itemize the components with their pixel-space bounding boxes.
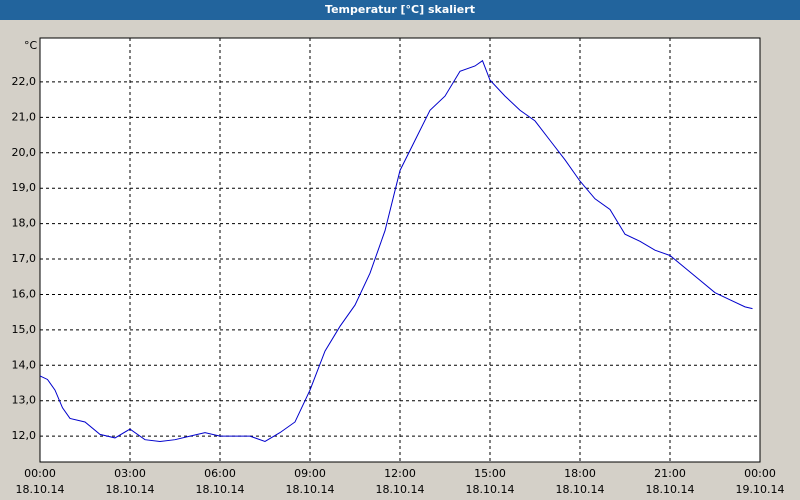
x-tick-date: 18.10.14 <box>646 483 695 496</box>
y-tick-label: 12,0 <box>12 429 37 442</box>
x-tick-label: 21:00 <box>654 467 686 480</box>
y-unit: °C <box>24 39 38 52</box>
x-tick-label: 12:00 <box>384 467 416 480</box>
window-title: Temperatur [°C] skaliert <box>0 0 800 20</box>
x-tick-label: 15:00 <box>474 467 506 480</box>
chart: °C 12,0 13,0 14,0 15,0 16,0 17,0 18,0 19,0 20,0 2… <box>12 37 785 496</box>
x-tick-date: 18.10.14 <box>286 483 335 496</box>
x-tick-label: 03:00 <box>114 467 146 480</box>
y-tick-label: 19,0 <box>12 181 37 194</box>
x-tick-label: 00:00 <box>744 467 776 480</box>
y-tick-label: 14,0 <box>12 358 37 371</box>
data-line <box>39 59 753 443</box>
x-tick-date: 18.10.14 <box>106 483 155 496</box>
x-tick-label: 06:00 <box>204 467 236 480</box>
x-tick-label: 00:00 <box>24 467 56 480</box>
y-tick-label: 18,0 <box>12 217 37 230</box>
y-tick-label: 16,0 <box>12 287 37 300</box>
x-tick-date: 18.10.14 <box>466 483 515 496</box>
x-tick-label: 18:00 <box>564 467 596 480</box>
y-tick-label: 17,0 <box>12 252 37 265</box>
y-tick-label: 15,0 <box>12 323 37 336</box>
x-tick-date: 19.10.14 <box>736 483 785 496</box>
x-tick-date: 18.10.14 <box>16 483 65 496</box>
x-tick-date: 18.10.14 <box>376 483 425 496</box>
y-tick-label: 22,0 <box>12 75 37 88</box>
x-tick-date: 18.10.14 <box>556 483 605 496</box>
y-tick-label: 13,0 <box>12 394 37 407</box>
y-tick-label: 21,0 <box>12 110 37 123</box>
x-tick-label: 09:00 <box>294 467 326 480</box>
x-tick-date: 18.10.14 <box>196 483 245 496</box>
y-tick-label: 20,0 <box>12 146 37 159</box>
